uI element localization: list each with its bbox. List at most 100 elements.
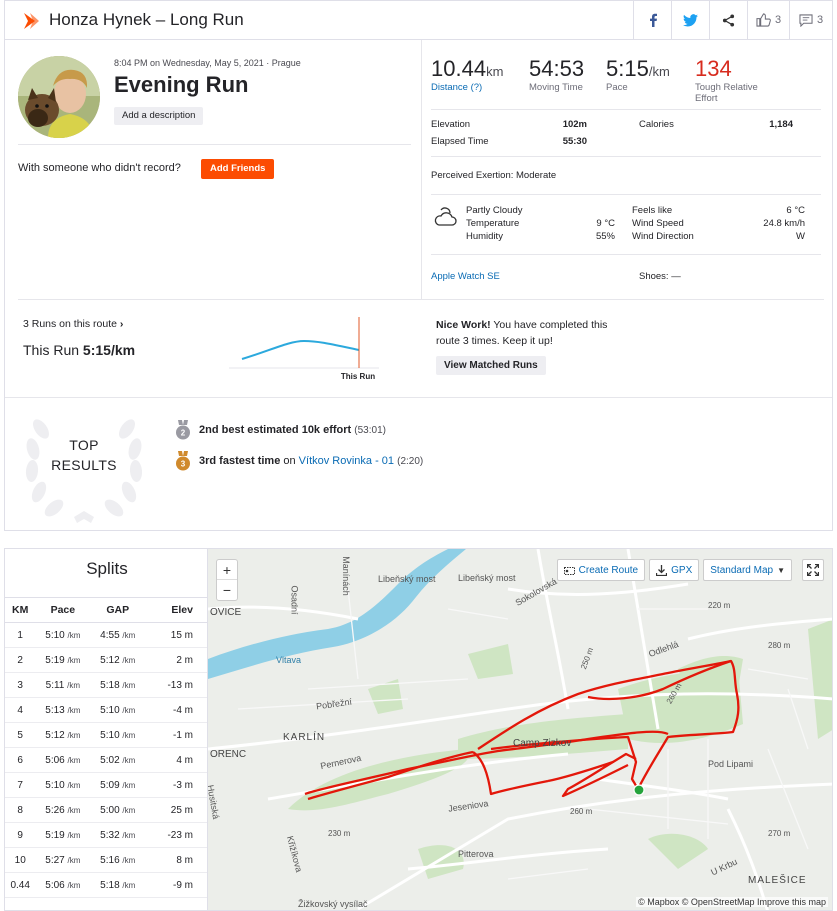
split-gap: 5:00 /km bbox=[90, 797, 146, 823]
split-gap: 5:09 /km bbox=[90, 772, 146, 798]
view-matched-runs-button[interactable]: View Matched Runs bbox=[436, 356, 546, 375]
kudos-button[interactable]: 3 bbox=[748, 1, 790, 39]
wind-direction-label: Wind Direction bbox=[632, 231, 694, 242]
segment-link[interactable]: Vítkov Rovinka - 01 bbox=[298, 455, 395, 467]
create-route-label: Create Route bbox=[578, 564, 639, 576]
split-elev: -4 m bbox=[145, 697, 207, 723]
split-km: 9 bbox=[5, 822, 36, 848]
splits-title: Splits bbox=[86, 559, 128, 578]
stat-relative-effort[interactable]: 134 Tough Relative Effort bbox=[695, 56, 758, 104]
vltava-river bbox=[208, 549, 466, 679]
top-results-line2: RESULTS bbox=[51, 457, 117, 473]
exertion-value: Moderate bbox=[516, 170, 557, 181]
strava-chevron-icon bbox=[24, 13, 39, 29]
create-route-button[interactable]: Create Route bbox=[556, 559, 646, 581]
map-label: ORENC bbox=[210, 749, 247, 760]
twitter-icon bbox=[683, 13, 698, 26]
split-gap-value: 5:18 bbox=[100, 679, 120, 691]
shoes: Shoes: — bbox=[639, 271, 681, 282]
split-pace-unit: /km bbox=[67, 705, 81, 715]
split-pace-value: 5:19 bbox=[45, 829, 65, 841]
split-km: 10 bbox=[5, 847, 36, 873]
medal-rank: 3 bbox=[181, 460, 186, 469]
partly-cloudy-icon bbox=[434, 207, 457, 226]
activity-header: Honza Hynek – Long Run 3 3 bbox=[5, 1, 832, 40]
facebook-icon bbox=[649, 13, 657, 27]
add-description-button[interactable]: Add a description bbox=[114, 107, 204, 125]
split-elev: 2 m bbox=[145, 647, 207, 673]
route-map[interactable]: Libeňský most Libeňský most Vltava KARLÍ… bbox=[207, 548, 833, 911]
col-gap: GAP bbox=[90, 597, 146, 623]
split-elev: -3 m bbox=[145, 772, 207, 798]
achievement-1-time: (53:01) bbox=[354, 425, 386, 436]
achievement-2-text: 3rd fastest time bbox=[199, 455, 281, 467]
shoes-label: Shoes: bbox=[639, 271, 669, 282]
pace-value: 5:15 bbox=[606, 56, 649, 81]
split-gap-value: 5:09 bbox=[100, 779, 120, 791]
gpx-download-button[interactable]: GPX bbox=[649, 559, 700, 581]
fullscreen-icon bbox=[807, 564, 819, 576]
map-label: 280 m bbox=[768, 641, 791, 650]
moving-time-label: Moving Time bbox=[529, 82, 583, 93]
divider bbox=[5, 397, 832, 398]
wind-speed-value: 24.8 km/h bbox=[763, 218, 805, 229]
split-pace: 5:06 /km bbox=[35, 872, 91, 898]
add-friends-button[interactable]: Add Friends bbox=[201, 159, 275, 179]
shoes-value: — bbox=[671, 271, 681, 282]
comments-count: 3 bbox=[816, 14, 824, 26]
elevation-label: Elevation bbox=[431, 119, 471, 130]
table-row: 2 5:19 /km 5:12 /km 2 m bbox=[5, 647, 207, 673]
athlete-photo bbox=[18, 56, 100, 138]
map-label: OVICE bbox=[210, 607, 242, 618]
activity-date: 8:04 PM on Wednesday, May 5, 2021 · Prag… bbox=[114, 58, 301, 68]
map-attribution[interactable]: © Mapbox © OpenStreetMap Improve this ma… bbox=[636, 897, 828, 907]
zoom-out-button[interactable]: − bbox=[222, 582, 232, 598]
device-link[interactable]: Apple Watch SE bbox=[431, 271, 500, 282]
table-row: 8 5:26 /km 5:00 /km 25 m bbox=[5, 797, 207, 823]
split-gap: 5:02 /km bbox=[90, 747, 146, 773]
split-pace-unit: /km bbox=[67, 805, 81, 815]
facebook-share-button[interactable] bbox=[634, 1, 672, 39]
split-pace: 5:10 /km bbox=[35, 772, 91, 798]
split-pace-value: 5:10 bbox=[45, 629, 65, 641]
zoom-in-button[interactable]: + bbox=[217, 560, 237, 580]
athlete-avatar[interactable] bbox=[18, 56, 100, 138]
this-run: This Run 5:15/km bbox=[23, 342, 135, 358]
share-icon bbox=[722, 13, 735, 27]
map-label: Žižkovský vysílač bbox=[298, 899, 368, 909]
split-gap-value: 5:16 bbox=[100, 854, 120, 866]
map-style-dropdown[interactable]: Standard Map ▼ bbox=[703, 559, 792, 581]
divider bbox=[431, 156, 821, 157]
map-label: KARLÍN bbox=[283, 732, 326, 743]
matched-runs-link[interactable]: 3 Runs on this route › bbox=[23, 318, 123, 330]
split-gap: 5:10 /km bbox=[90, 697, 146, 723]
calories-value: 1,184 bbox=[769, 119, 793, 130]
route-line bbox=[304, 659, 740, 801]
effort-label-1: Tough Relative bbox=[695, 82, 758, 93]
weather-condition: Partly Cloudy bbox=[466, 205, 523, 216]
map-label: Pod Lipami bbox=[708, 759, 754, 769]
map-label: Osadní bbox=[289, 585, 300, 615]
divider bbox=[431, 254, 821, 255]
map-label: 230 m bbox=[328, 829, 351, 838]
map-canvas[interactable] bbox=[208, 549, 833, 911]
distance-label[interactable]: Distance (?) bbox=[431, 82, 483, 93]
split-elev: 4 m bbox=[145, 747, 207, 773]
stat-moving-time: 54:53 Moving Time bbox=[529, 56, 584, 93]
split-km: 2 bbox=[5, 647, 36, 673]
fullscreen-button[interactable] bbox=[802, 559, 824, 581]
split-elev: 8 m bbox=[145, 847, 207, 873]
gpx-label: GPX bbox=[671, 564, 693, 576]
table-row: 7 5:10 /km 5:09 /km -3 m bbox=[5, 772, 207, 798]
feels-like-label: Feels like bbox=[632, 205, 673, 216]
download-icon bbox=[656, 564, 668, 576]
split-km: 4 bbox=[5, 697, 36, 723]
moving-time-value: 54:53 bbox=[529, 56, 585, 81]
split-elev: 15 m bbox=[145, 622, 207, 648]
split-pace-value: 5:10 bbox=[45, 779, 65, 791]
split-pace-value: 5:11 bbox=[45, 679, 65, 691]
col-km: KM bbox=[5, 597, 36, 623]
share-button[interactable] bbox=[710, 1, 748, 39]
comments-button[interactable]: 3 bbox=[790, 1, 832, 39]
twitter-share-button[interactable] bbox=[672, 1, 710, 39]
